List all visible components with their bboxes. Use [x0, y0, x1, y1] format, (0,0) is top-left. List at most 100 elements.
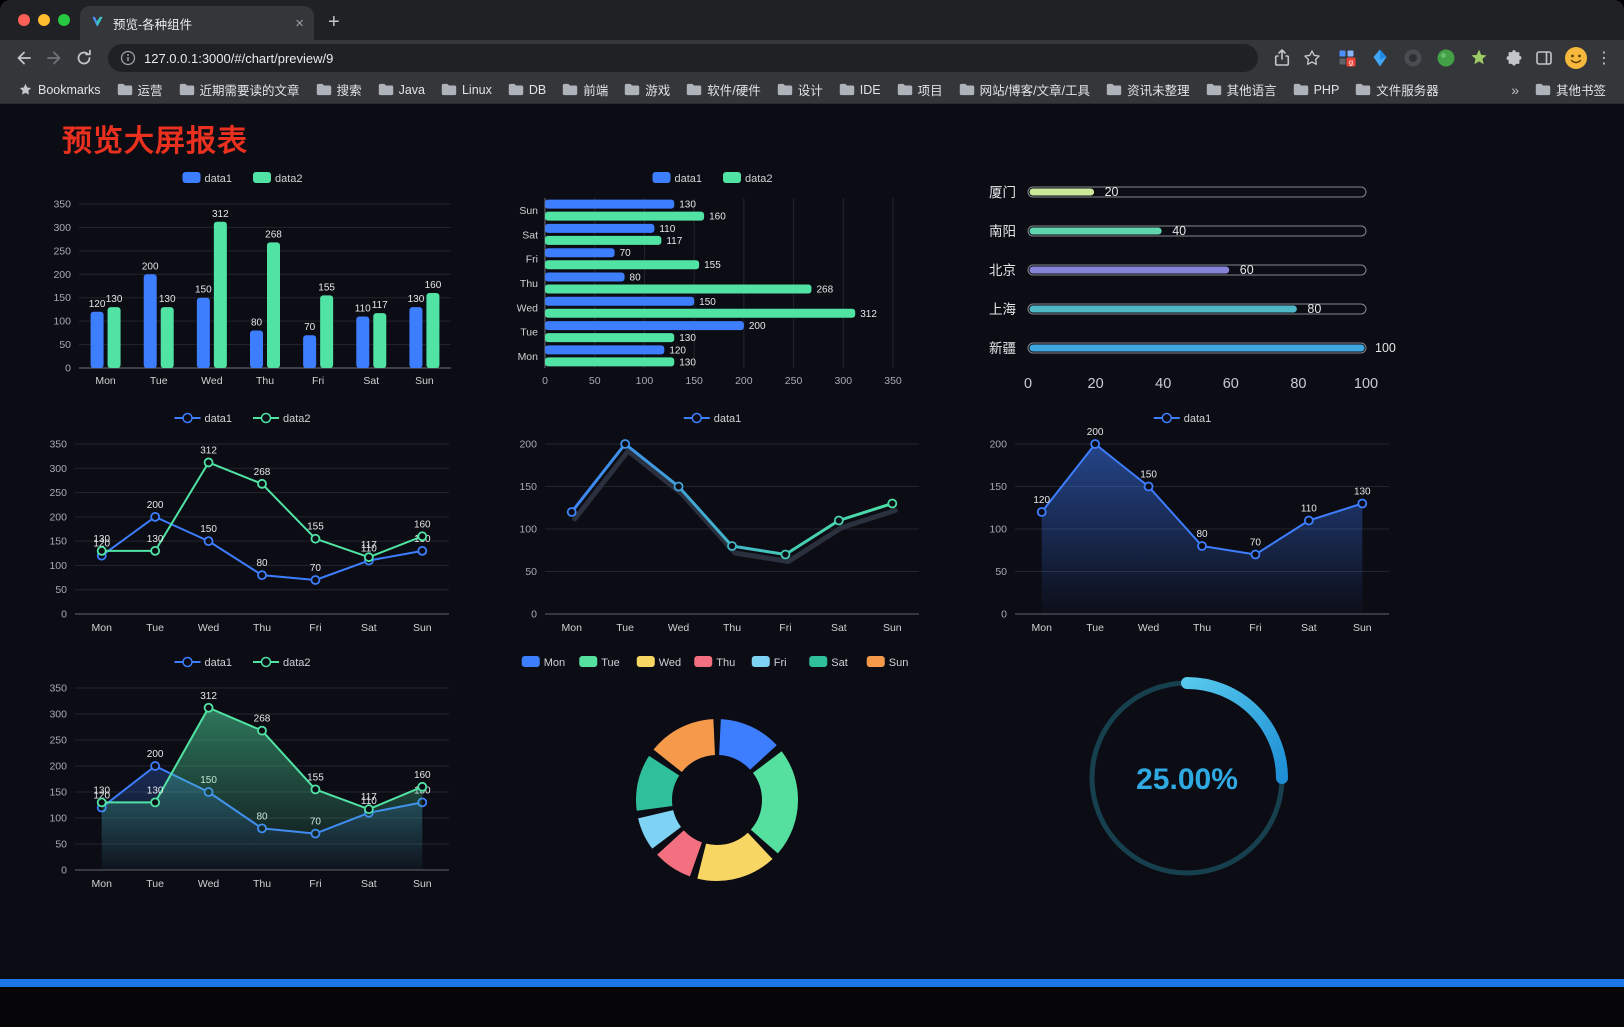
extensions-cluster: g — [1328, 44, 1498, 72]
svg-text:Mon: Mon — [91, 878, 112, 890]
bookmark-folder[interactable]: 网站/博客/文章/工具 — [953, 78, 1096, 101]
other-bookmarks-folder[interactable]: 其他书签 — [1529, 78, 1612, 101]
address-bar[interactable]: 127.0.0.1:3000/#/chart/preview/9 — [108, 44, 1258, 72]
bookmark-folder-label: 资讯未整理 — [1127, 84, 1190, 98]
multi-line-chart[interactable]: data1 data2 0 50 100 150 200 250 300 350 Mon Tue Wed… — [27, 404, 467, 649]
browser-menu-icon[interactable]: ⋮ — [1596, 50, 1612, 67]
svg-text:80: 80 — [1290, 376, 1306, 392]
new-tab-button[interactable]: + — [328, 11, 340, 33]
url-text: 127.0.0.1:3000/#/chart/preview/9 — [144, 50, 334, 66]
bookmark-star-icon[interactable] — [1298, 44, 1326, 72]
bookmark-folder[interactable]: 游戏 — [618, 78, 676, 101]
extension-kite-icon[interactable] — [1366, 44, 1394, 72]
svg-text:g: g — [1349, 58, 1353, 67]
bookmark-folder[interactable]: PHP — [1287, 81, 1346, 99]
bookmark-folder[interactable]: 设计 — [771, 78, 829, 101]
svg-text:120: 120 — [89, 299, 106, 310]
svg-text:200: 200 — [49, 511, 67, 523]
svg-text:350: 350 — [53, 199, 71, 211]
svg-text:Sat: Sat — [363, 375, 379, 387]
bookmark-folder[interactable]: 搜索 — [310, 78, 368, 101]
bookmark-folder[interactable]: 项目 — [891, 78, 949, 101]
extension-grid-icon[interactable]: g — [1333, 44, 1361, 72]
bookmark-folder-label: 软件/硬件 — [707, 84, 761, 98]
svg-text:50: 50 — [995, 566, 1007, 578]
svg-text:160: 160 — [709, 212, 726, 223]
svg-text:160: 160 — [414, 770, 431, 781]
bookmark-folder-label: 搜索 — [336, 84, 362, 98]
share-icon[interactable] — [1268, 44, 1296, 72]
svg-text:Fri: Fri — [312, 375, 324, 387]
svg-text:130: 130 — [679, 333, 696, 344]
gauge-chart[interactable]: 25.00% — [967, 648, 1407, 905]
svg-text:Thu: Thu — [256, 375, 274, 387]
double-area-line-chart[interactable]: data1 data2 0 50 100 150 200 250 300 350 Mon Tue Wed… — [27, 648, 467, 905]
svg-text:Fri: Fri — [526, 254, 538, 266]
progress-bar-chart[interactable]: 厦门 20 南阳 40 北京 60 上海 80 新疆 100 0 20 40 60 80 100 — [972, 162, 1402, 407]
hbar-svg: data1 data2 0 50 100 150 200 250 300 350 Sun Sat Fri… — [517, 172, 902, 387]
svg-text:Sat: Sat — [361, 622, 377, 634]
svg-text:data1: data1 — [205, 657, 233, 669]
site-info-icon[interactable] — [120, 50, 136, 66]
minimize-window-button[interactable] — [38, 14, 50, 26]
zoom-window-button[interactable] — [58, 14, 70, 26]
back-icon[interactable] — [10, 44, 38, 72]
svg-text:Wed: Wed — [668, 622, 690, 634]
bookmarks-overflow-chevron[interactable]: » — [1511, 81, 1519, 98]
bookmark-folder[interactable]: DB — [502, 81, 552, 99]
line-svg: data1 data2 0 50 100 150 200 250 300 350 Mon Tue Wed… — [49, 412, 449, 634]
svg-text:0: 0 — [531, 609, 537, 621]
extension-green-star-icon[interactable] — [1465, 44, 1493, 72]
bookmarks-list: 运营 近期需要读的文章 搜索 Java Linux DB 前端 游戏 软件/硬件 设计 IDE 项目 网… — [111, 78, 1502, 101]
svg-text:南阳: 南阳 — [989, 224, 1016, 239]
svg-text:data1: data1 — [675, 173, 703, 185]
side-panel-icon[interactable] — [1530, 44, 1558, 72]
svg-text:data1: data1 — [714, 413, 742, 425]
reload-icon[interactable] — [70, 44, 98, 72]
svg-text:Wed: Wed — [198, 878, 220, 890]
charts-grid: data1 data2 0 50 100 150 200 250 300 350 Mon Tue Wed… — [0, 162, 1624, 910]
svg-text:Wed: Wed — [659, 657, 681, 669]
svg-text:100: 100 — [519, 524, 537, 536]
bookmark-folder[interactable]: Linux — [435, 81, 498, 99]
bookmark-folder-label: 设计 — [797, 84, 823, 98]
bookmark-folder[interactable]: 文件服务器 — [1349, 78, 1445, 101]
folder-icon — [959, 83, 975, 96]
close-window-button[interactable] — [18, 14, 30, 26]
extension-dark-circle-icon[interactable] — [1399, 44, 1427, 72]
extension-green-circle-icon[interactable] — [1432, 44, 1460, 72]
bookmark-folder[interactable]: Java — [372, 81, 431, 99]
extensions-puzzle-icon[interactable] — [1500, 44, 1528, 72]
folder-icon — [1355, 83, 1371, 96]
horizontal-bar-chart[interactable]: data1 data2 0 50 100 150 200 250 300 350 Sun Sat Fri… — [497, 162, 937, 407]
svg-text:data1: data1 — [205, 173, 233, 185]
svg-text:150: 150 — [49, 536, 67, 548]
gradient-line-chart[interactable]: data1 0 50 100 150 200 Mon Tue Wed Thu Fri Sat Sun — [497, 404, 937, 649]
folder-icon — [1293, 83, 1309, 96]
svg-text:250: 250 — [49, 487, 67, 499]
svg-text:160: 160 — [425, 280, 442, 291]
forward-icon[interactable] — [40, 44, 68, 72]
area-line-chart[interactable]: data1 0 50 100 150 200 Mon Tue Wed Thu Fri Sat Sun 12… — [967, 404, 1407, 649]
bookmarks-root[interactable]: Bookmarks — [12, 80, 107, 99]
bookmark-folder[interactable]: 资讯未整理 — [1100, 78, 1196, 101]
svg-text:110: 110 — [1301, 504, 1317, 515]
svg-text:155: 155 — [318, 282, 335, 293]
bookmark-folder-label: Linux — [461, 82, 492, 97]
profile-avatar[interactable] — [1564, 46, 1588, 70]
bookmark-folder[interactable]: 其他语言 — [1200, 78, 1283, 101]
svg-text:130: 130 — [106, 294, 123, 305]
grouped-bar-chart[interactable]: data1 data2 0 50 100 150 200 250 300 350 Mon Tue Wed… — [27, 162, 467, 407]
donut-chart[interactable]: Mon Tue Wed Thu Fri Sat Sun — [497, 648, 937, 905]
svg-text:150: 150 — [195, 285, 212, 296]
bookmark-folder[interactable]: 近期需要读的文章 — [173, 78, 306, 101]
tab-close-icon[interactable]: × — [295, 14, 304, 32]
svg-text:40: 40 — [1172, 224, 1186, 238]
bookmark-folder[interactable]: IDE — [833, 81, 887, 99]
svg-text:155: 155 — [307, 772, 324, 783]
bookmark-folder[interactable]: 运营 — [111, 78, 169, 101]
bookmark-folder[interactable]: 前端 — [556, 78, 614, 101]
bookmark-folder[interactable]: 软件/硬件 — [680, 78, 766, 101]
browser-tab[interactable]: 预览-各种组件 × — [80, 6, 314, 40]
